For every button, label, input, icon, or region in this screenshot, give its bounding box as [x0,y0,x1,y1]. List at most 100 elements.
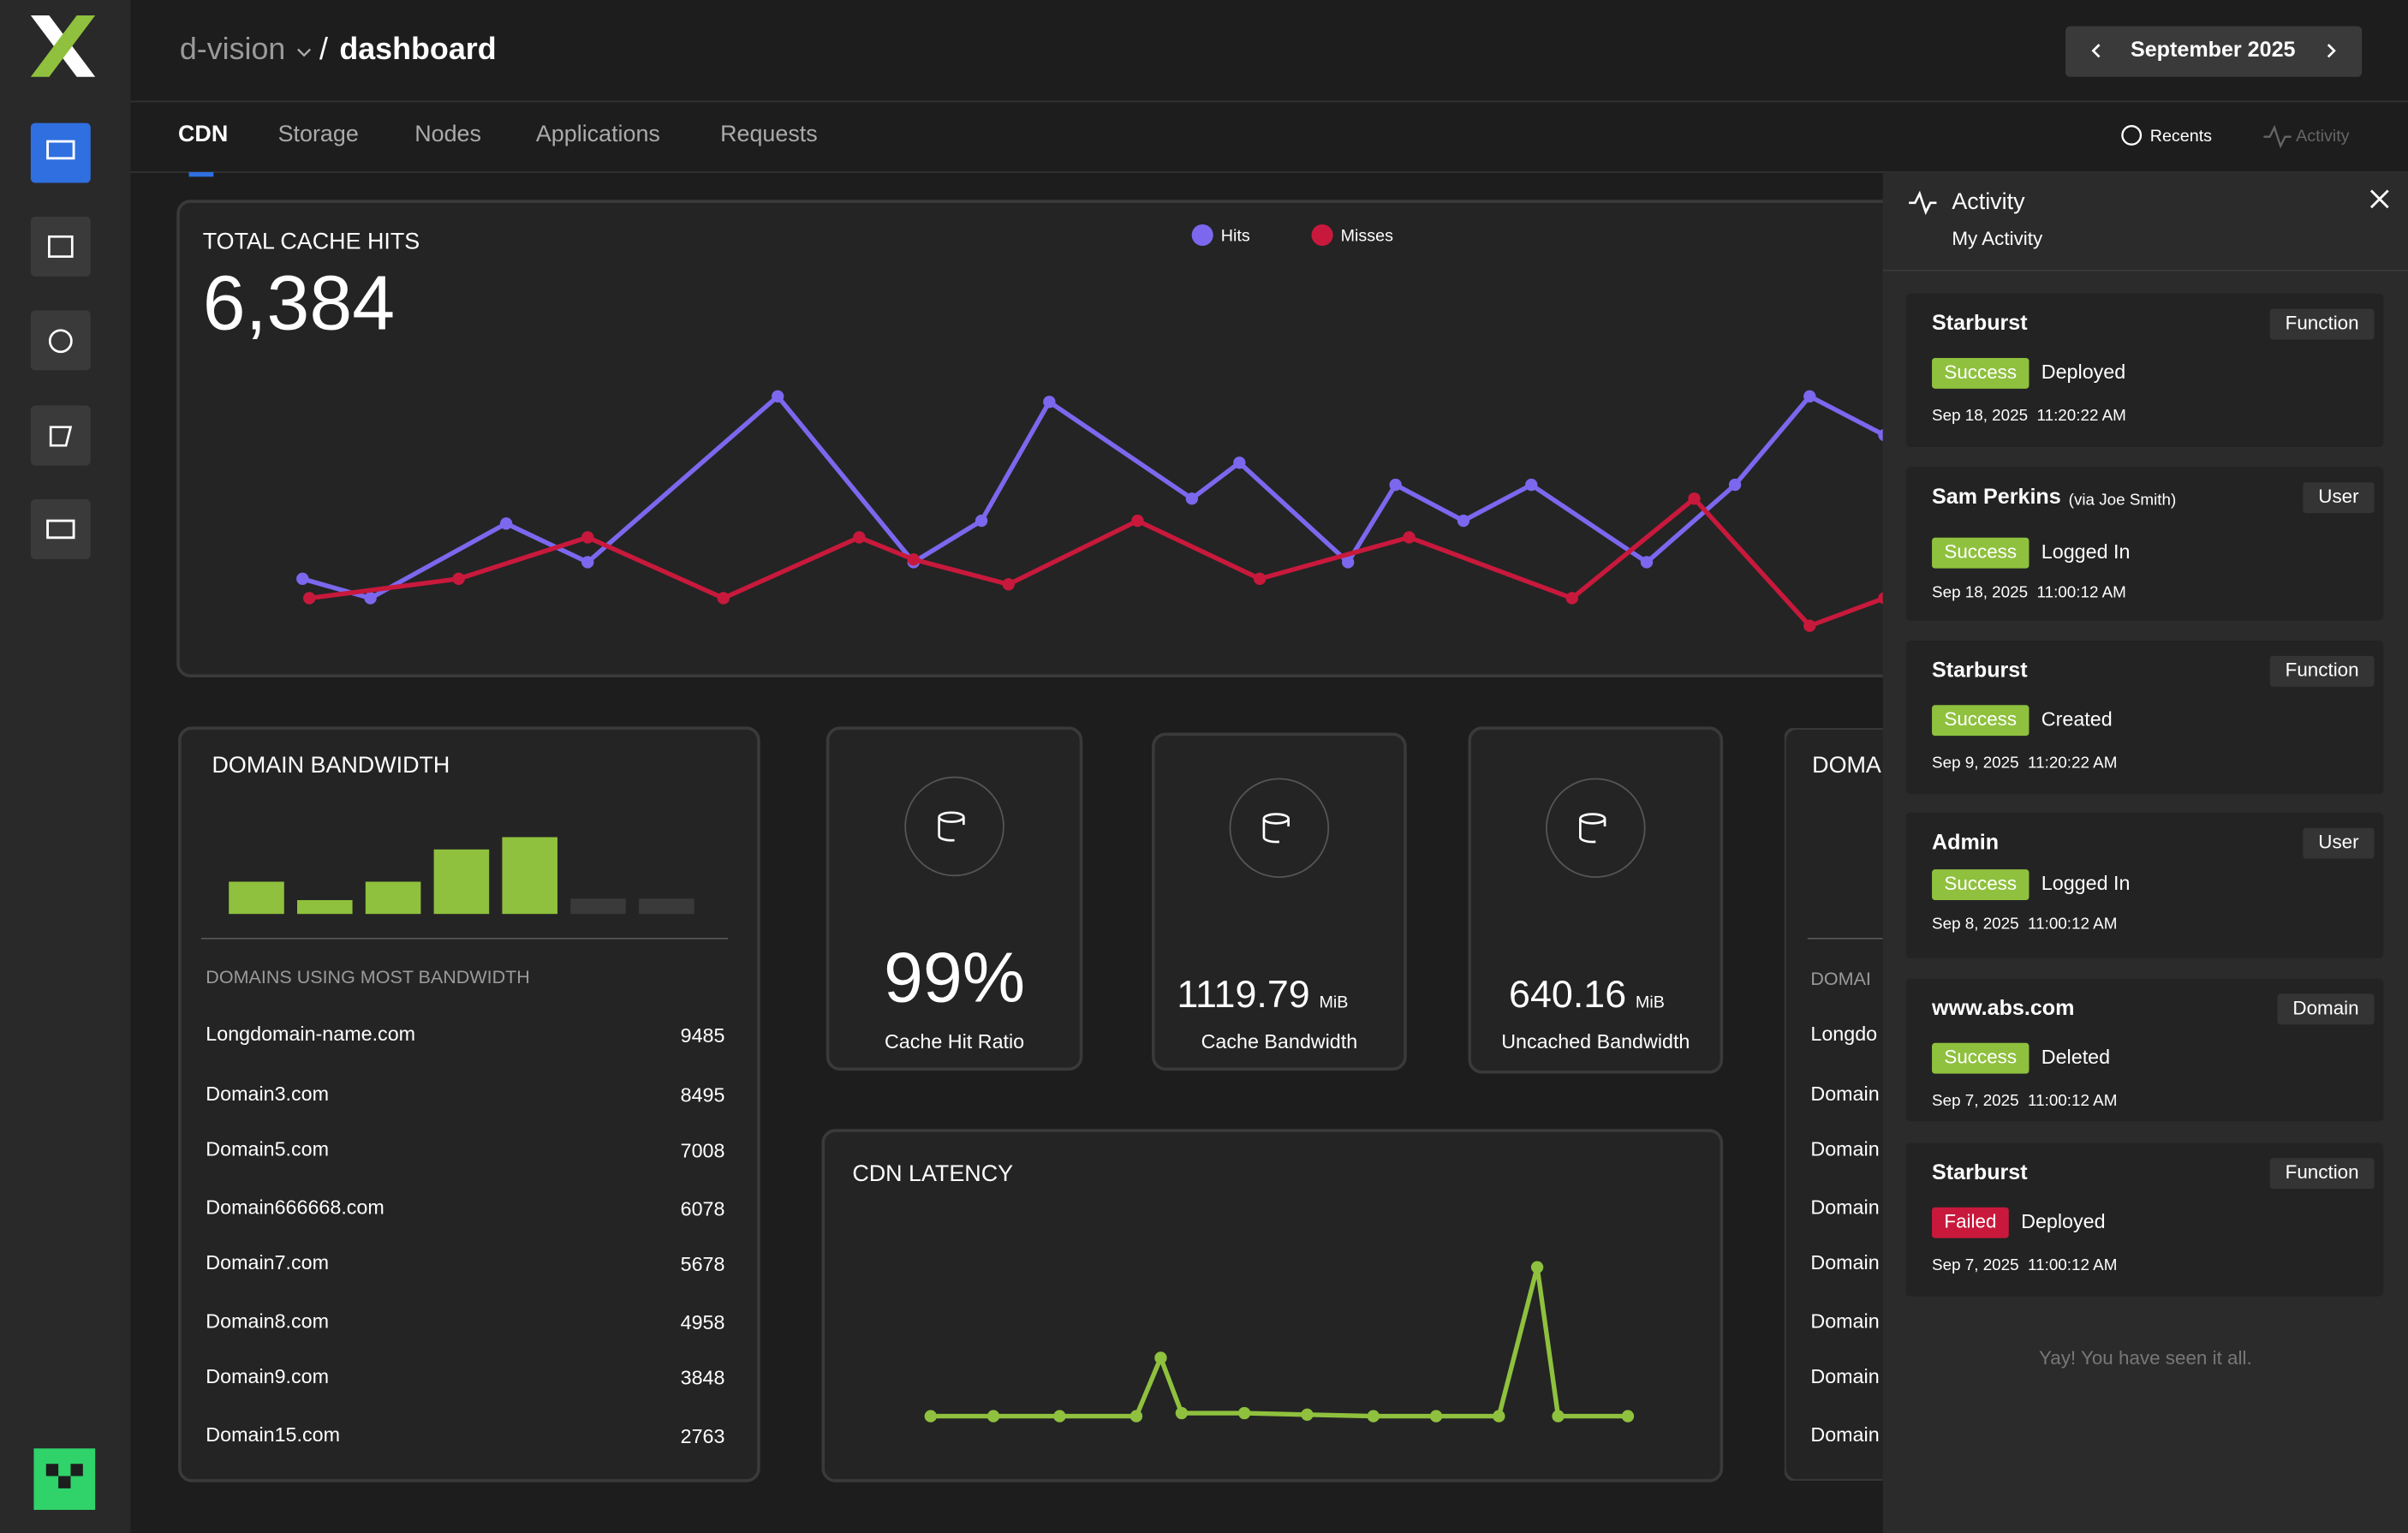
tab[interactable]: Applications [536,121,660,146]
stat-value: 640.16 [1509,972,1626,1016]
point [1429,1410,1443,1423]
icon [48,235,74,258]
status: Success [1944,1047,2017,1068]
recents[interactable]: Recents [2150,127,2212,146]
domain-name: Domain3.com [206,1083,329,1105]
item-title: www.abs.com [1931,996,2074,1020]
status: Success [1944,873,2017,894]
domain-name: Domain666668.com [206,1196,384,1219]
stat-icon [1229,778,1330,879]
recents-icon [2121,125,2143,146]
domain-value: 8495 [681,1084,725,1107]
tag-bg [2277,993,2375,1025]
domain-name: Domain8.com [206,1309,329,1332]
icon [46,140,75,160]
legend-label: Misses [1341,226,1393,245]
bar [297,900,353,915]
time: Sep 18, 2025 11:20:22 AM [1932,406,2126,424]
tab[interactable]: Nodes [414,121,481,146]
activity-toggle[interactable]: Activity [2296,127,2350,146]
point [1253,572,1267,586]
point [581,556,594,569]
logo[interactable] [30,15,96,77]
stat-value: 1119.79 [1177,972,1309,1016]
tag-bg [2269,308,2375,340]
point [1803,390,1816,403]
activity-icon [1909,190,1937,216]
activity-item[interactable] [1905,1142,2384,1297]
nav-storage[interactable] [30,216,91,277]
activity-item[interactable] [1905,293,2384,447]
point [296,572,309,586]
tab[interactable]: Requests [720,121,818,146]
card [821,1129,1724,1482]
org[interactable]: d-vision [180,32,286,66]
point [975,514,988,528]
domain-value: 9485 [681,1024,725,1047]
chevron [297,48,312,57]
bar [639,898,694,915]
list-heading: DOMAINS USING MOST BANDWIDTH [206,967,530,987]
chart-title: DOMAIN BANDWIDTH [212,752,450,778]
stat-icon-db [1579,818,1606,844]
status-badge [1932,1207,2009,1238]
status: Success [1944,361,2017,383]
icon [49,426,73,447]
action: Created [2041,707,2113,730]
point [1002,578,1015,591]
tab[interactable]: CDN [178,121,228,146]
nav-cdn[interactable] [30,122,91,183]
tag-bg [2303,482,2375,514]
action: Deployed [2021,1210,2105,1232]
point [1237,1406,1251,1420]
nav-applications[interactable] [30,405,91,466]
point [1640,556,1654,569]
tag-bg [2269,1158,2375,1190]
point [1367,1410,1380,1423]
point [1389,478,1402,492]
panel-subtitle: My Activity [1952,228,2043,249]
domain-name: Domain [1810,1083,1879,1105]
domain-name: Domain [1810,1137,1879,1160]
stat-card [1152,732,1407,1071]
status-badge [1932,1042,2030,1074]
point [1728,478,1742,492]
point [924,1410,937,1423]
nav-nodes[interactable] [30,310,91,371]
card [178,726,760,1482]
activity-item[interactable] [1905,812,2384,959]
arrows[interactable] [2091,44,2336,58]
activity-item[interactable] [1905,978,2384,1122]
item-title: Starburst [1932,658,2028,682]
icon [46,519,75,540]
activity-item[interactable] [1905,467,2384,621]
action: Deployed [2041,361,2125,383]
status-badge [1932,537,2030,569]
status-badge [1932,357,2030,389]
domain-value: 3848 [681,1367,725,1389]
nav-requests[interactable] [30,498,91,559]
legend-swatch [1311,224,1333,247]
point [452,572,465,586]
domain-name: Domain9.com [206,1365,329,1387]
month-picker[interactable] [2065,26,2363,77]
point [1129,1410,1143,1423]
tab-indicator [188,171,214,177]
point [1552,1410,1565,1423]
stat-label: Cache Hit Ratio [885,1030,1024,1053]
panel-title: Activity [1952,188,2025,214]
stat-card [1468,726,1724,1074]
domain-name: Domain7.com [206,1251,329,1274]
close[interactable] [2369,189,2389,209]
domain-value: 6078 [681,1197,725,1220]
domain-name: Domain [1810,1196,1879,1219]
activity-item[interactable] [1905,640,2384,795]
line [301,392,1886,601]
domain-name: Domain15.com [206,1423,340,1446]
tab[interactable]: Storage [278,121,359,146]
action: Logged In [2041,540,2131,563]
point [1457,514,1470,528]
item-tag: Function [2286,1161,2359,1183]
footer: Yay! You have seen it all. [2039,1347,2252,1369]
